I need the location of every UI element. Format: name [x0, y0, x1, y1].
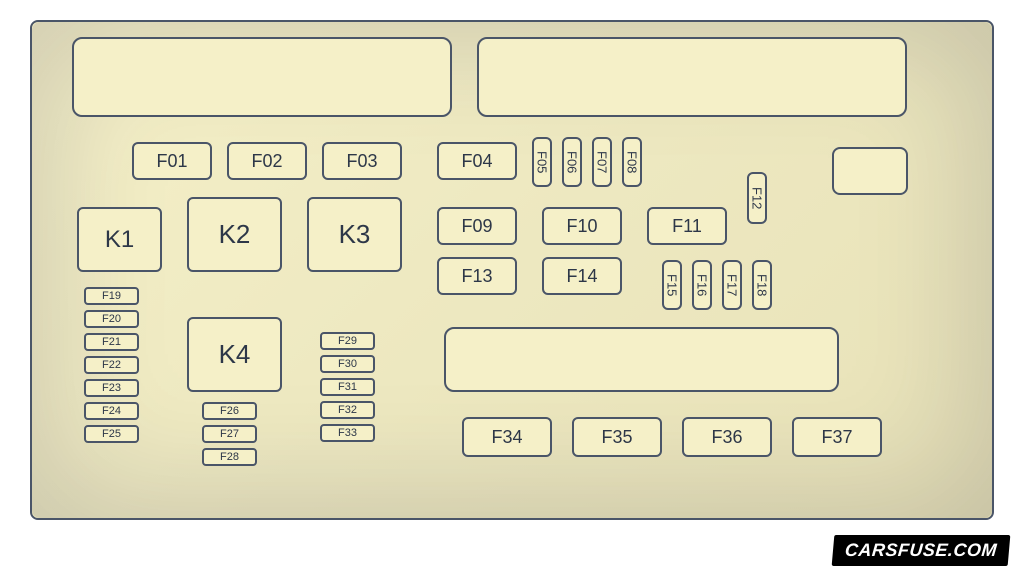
fuse-f06: F06	[562, 137, 582, 187]
relay-k1: K1	[77, 207, 162, 272]
fuse-f01: F01	[132, 142, 212, 180]
fuse-f12: F12	[747, 172, 767, 224]
fuse-f23: F23	[84, 379, 139, 397]
fuse-f04: F04	[437, 142, 517, 180]
fuse-f31: F31	[320, 378, 375, 396]
fuse-f21: F21	[84, 333, 139, 351]
fuse-f15: F15	[662, 260, 682, 310]
blank-slot-3	[444, 327, 839, 392]
fuse-f27: F27	[202, 425, 257, 443]
relay-k2: K2	[187, 197, 282, 272]
fuse-f36: F36	[682, 417, 772, 457]
relay-k4: K4	[187, 317, 282, 392]
fusebox-panel: K1 K2 K3 K4 F01 F02 F03 F04 F09 F10 F11 F13 F14 F34 F3…	[30, 20, 994, 520]
blank-slot-1	[477, 37, 907, 117]
fuse-f10: F10	[542, 207, 622, 245]
fuse-f20: F20	[84, 310, 139, 328]
fuse-f33: F33	[320, 424, 375, 442]
fuse-f09: F09	[437, 207, 517, 245]
fuse-f35: F35	[572, 417, 662, 457]
fuse-f11: F11	[647, 207, 727, 245]
relay-k3: K3	[307, 197, 402, 272]
fuse-f14: F14	[542, 257, 622, 295]
fuse-f28: F28	[202, 448, 257, 466]
branding-watermark: CARSFUSE.COM	[832, 535, 1011, 566]
fuse-f13: F13	[437, 257, 517, 295]
fuse-f16: F16	[692, 260, 712, 310]
fuse-f17: F17	[722, 260, 742, 310]
fuse-f07: F07	[592, 137, 612, 187]
fuse-f03: F03	[322, 142, 402, 180]
fuse-f25: F25	[84, 425, 139, 443]
fuse-f19: F19	[84, 287, 139, 305]
fuse-f08: F08	[622, 137, 642, 187]
blank-slot-2	[832, 147, 908, 195]
fuse-f37: F37	[792, 417, 882, 457]
fuse-f26: F26	[202, 402, 257, 420]
fuse-f22: F22	[84, 356, 139, 374]
fuse-f24: F24	[84, 402, 139, 420]
fuse-f02: F02	[227, 142, 307, 180]
fuse-f29: F29	[320, 332, 375, 350]
fuse-f34: F34	[462, 417, 552, 457]
fuse-f18: F18	[752, 260, 772, 310]
fuse-f05: F05	[532, 137, 552, 187]
fuse-f30: F30	[320, 355, 375, 373]
fuse-f32: F32	[320, 401, 375, 419]
blank-slot-0	[72, 37, 452, 117]
